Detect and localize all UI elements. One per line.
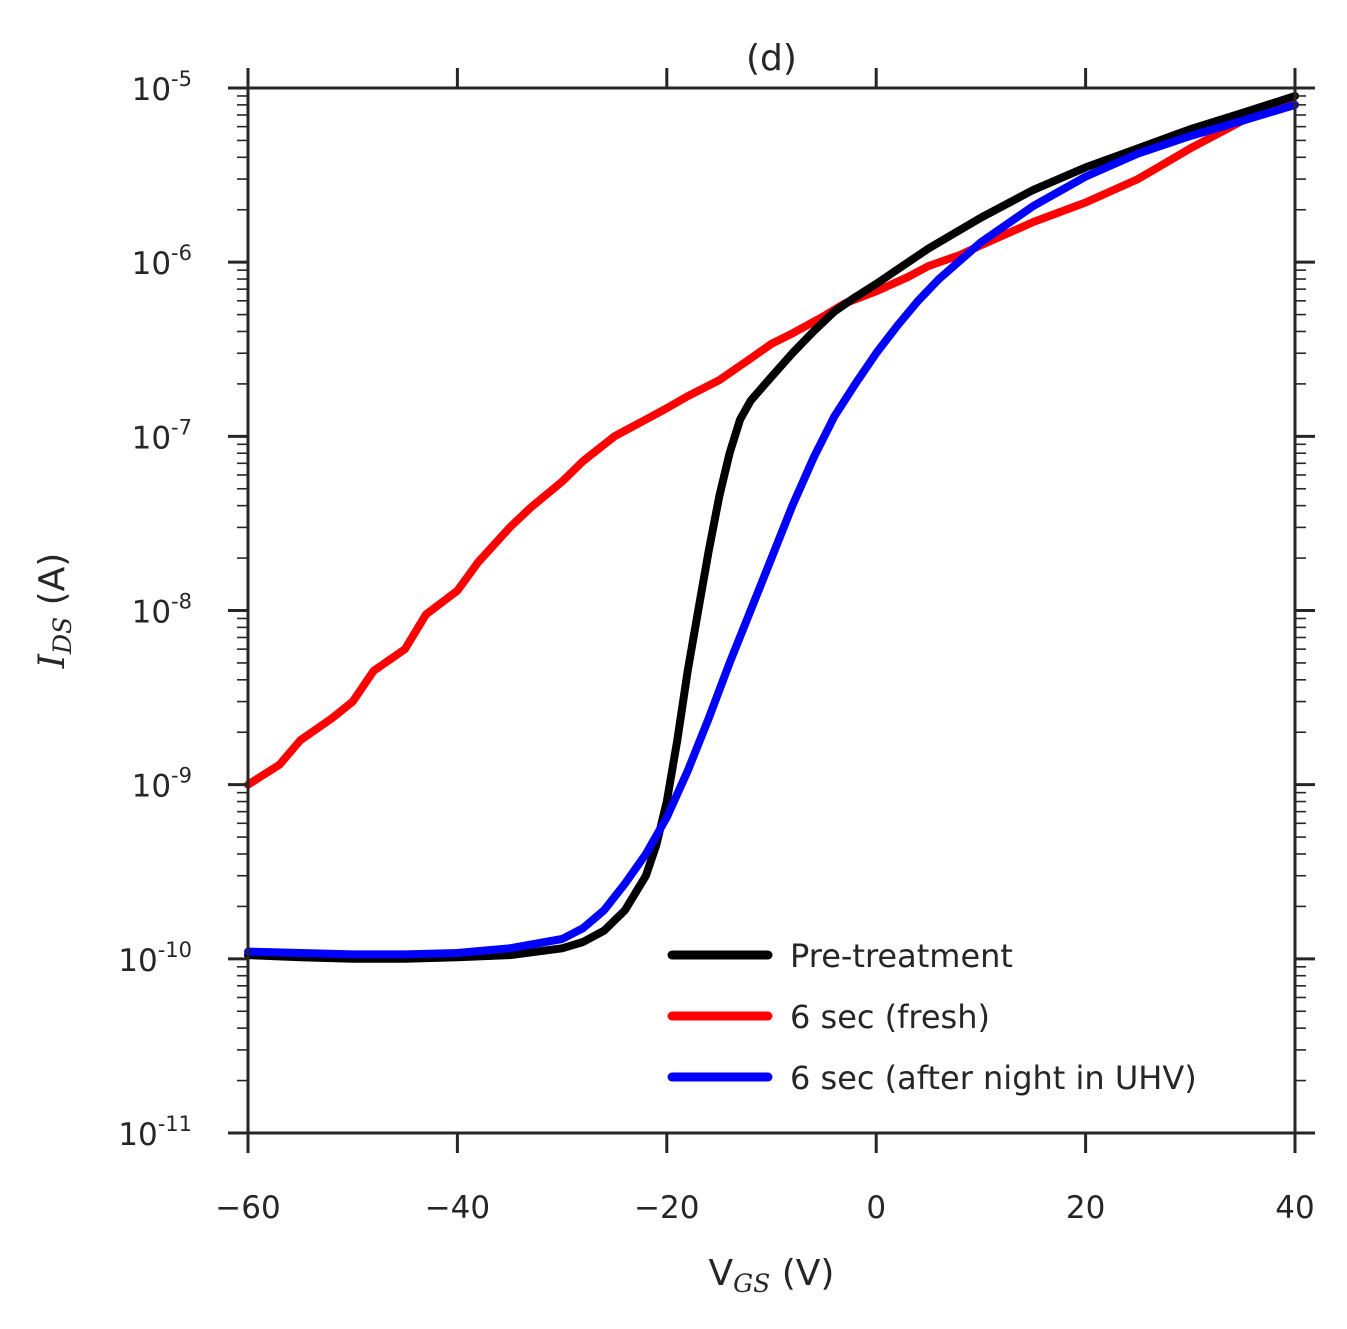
y-tick-label-base: 10 <box>132 72 171 108</box>
y-tick-label-base: 10 <box>118 943 157 979</box>
plot-frame <box>246 86 1297 1135</box>
x-tick-label: −20 <box>634 1190 699 1226</box>
x-axis-title-sub: GS <box>733 1269 770 1298</box>
y-tick-label-exp: -8 <box>171 590 192 614</box>
legend: Pre-treatment 6 sec (fresh) 6 sec (after n… <box>667 937 1197 1097</box>
y-tick-label-exp: -10 <box>158 938 192 962</box>
legend-label: 6 sec (after night in UHV) <box>790 1059 1197 1097</box>
series-line <box>244 92 1299 963</box>
x-axis-title-main: V <box>709 1253 734 1294</box>
legend-label: Pre-treatment <box>790 937 1013 975</box>
y-tick-label: 10-8 <box>132 590 192 631</box>
y-tick-label-base: 10 <box>132 595 171 631</box>
y-tick-label: 10-11 <box>118 1112 192 1153</box>
y-tick-label-base: 10 <box>132 769 171 805</box>
legend-label: 6 sec (fresh) <box>790 998 990 1036</box>
series-line <box>244 92 1299 789</box>
y-tick-label-exp: -9 <box>171 764 192 788</box>
y-tick-label-exp: -6 <box>171 241 192 265</box>
y-axis-title-unit: (A) <box>32 553 73 617</box>
y-axis-title-main: I <box>32 653 73 669</box>
y-tick-label-exp: -5 <box>171 67 192 91</box>
x-tick-label: −60 <box>215 1190 280 1226</box>
x-axis-title-unit: (V) <box>770 1253 834 1294</box>
y-axis-title-sub: DS <box>48 617 77 655</box>
y-tick-label-exp: -11 <box>158 1112 192 1136</box>
series-layer <box>244 92 1299 963</box>
x-tick-label: 40 <box>1275 1190 1314 1226</box>
x-tick-label: 0 <box>866 1190 886 1226</box>
series-line <box>244 100 1299 959</box>
y-tick-label: 10-5 <box>132 67 192 108</box>
x-tick-label: 20 <box>1066 1190 1105 1226</box>
chart-title: (d) <box>746 38 797 79</box>
ticks-layer: −60 −40 −20 0 20 4010-1110-1010-910-810-710-6… <box>118 67 1315 1226</box>
y-tick-label-base: 10 <box>132 420 171 456</box>
y-tick-label-base: 10 <box>132 246 171 282</box>
x-axis-title: VGS (V) <box>709 1253 835 1298</box>
y-tick-label: 10-9 <box>132 764 192 805</box>
x-tick-label: −40 <box>425 1190 490 1226</box>
y-axis-title: IDS (A) <box>32 553 77 670</box>
y-tick-label: 10-7 <box>132 415 192 456</box>
y-tick-label-exp: -7 <box>171 415 192 439</box>
y-tick-label: 10-6 <box>132 241 192 282</box>
y-tick-label-base: 10 <box>118 1117 157 1153</box>
y-tick-label: 10-10 <box>118 938 192 979</box>
